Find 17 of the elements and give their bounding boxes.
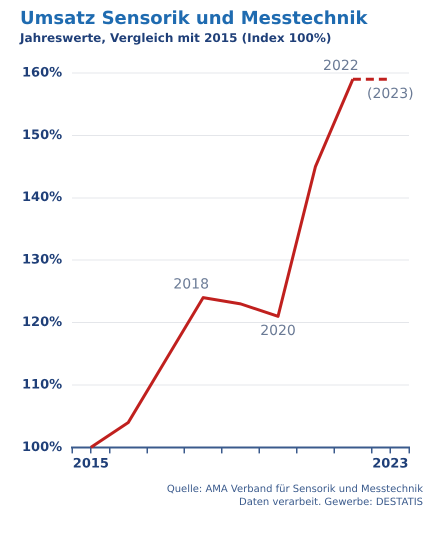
y-tick-label: 150% [22, 128, 62, 143]
source-note: Quelle: AMA Verband für Sensorik und Messtechnik [166, 483, 423, 496]
annotation: (2023) [367, 86, 414, 102]
text: Daten verarbeit. Gewerbe: DESTATIS [238, 496, 423, 509]
y-tick-label: 100% [22, 440, 62, 455]
annotation: 2020 [260, 323, 296, 339]
y-tick-label: 140% [22, 190, 62, 206]
x-tick-label: 2023 [372, 456, 408, 472]
chart-subtitle: Jahreswerte, Vergleich mit 2015 (Index 100%) [20, 31, 332, 45]
y-tick-label: 160% [22, 65, 62, 80]
chart-title: Umsatz Sensorik und Messtechnik [20, 8, 369, 29]
x-tick-label: 2015 [72, 456, 109, 472]
annotation: 2018 [173, 276, 209, 292]
annotation: 2022 [323, 58, 359, 74]
y-tick-label: 120% [22, 314, 62, 330]
y-tick-label: 110% [22, 377, 62, 392]
y-tick-label: 130% [22, 252, 62, 268]
